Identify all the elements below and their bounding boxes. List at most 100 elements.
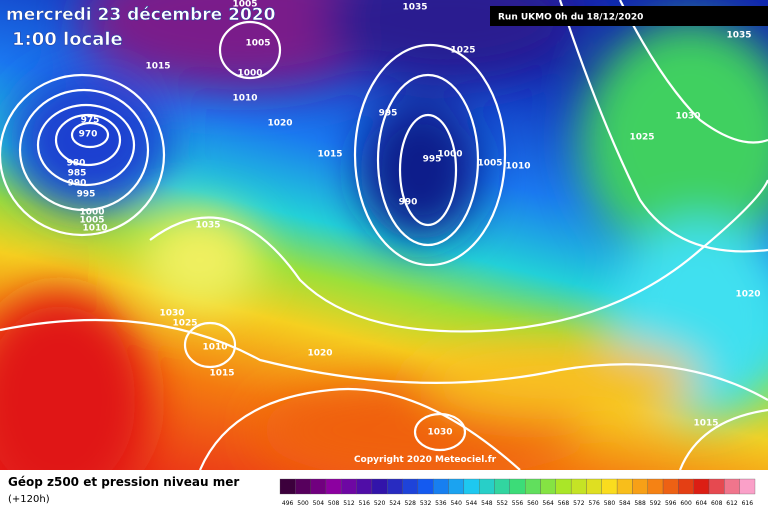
scale-label: 596 [665,500,677,507]
scale-swatch [448,478,465,495]
scale-label: 612 [726,500,738,507]
isobar-label: 1015 [209,369,234,379]
scale-label: 528 [405,500,417,507]
isobar-label: 995 [77,190,96,200]
scale-label: 564 [542,500,554,507]
scale-swatch [540,478,556,495]
scale-swatch [509,478,526,495]
isobar-label: 1020 [267,119,292,129]
scale-label: 508 [328,500,340,507]
scale-swatch [433,478,449,495]
scale-label: 520 [374,500,386,507]
scale-swatch [371,478,388,495]
isobar-label: 1005 [245,39,270,49]
isobar-label: 1005 [79,216,104,226]
isobar-label: 1010 [202,343,227,353]
scale-swatch [525,478,541,495]
scale-label: 544 [466,500,478,507]
scale-swatch [295,478,311,495]
scale-label: 500 [297,500,309,507]
isobar-label: 1005 [477,159,502,169]
isobar-labels: 1005 103510051000101510109759709809859909… [67,0,761,438]
isobar-label: 1020 [307,349,332,359]
run-box [490,6,768,26]
scale-label: 576 [588,500,600,507]
scale-label: 580 [604,500,616,507]
isobar-label: 1025 [172,319,197,329]
isobar-label: 995 [379,109,398,119]
scale-swatch [356,478,373,495]
isobar-label: 1015 [693,419,718,429]
scale-label: 572 [573,500,585,507]
isobar-label: 995 [423,155,442,165]
isobar-label: 1030 [159,309,184,319]
scale-swatch [479,478,495,495]
scale-swatch [616,478,633,495]
scale-swatch [325,478,342,495]
isobar-label: 970 [79,130,98,140]
isobar-label: 1010 [232,94,257,104]
scale-swatch [387,478,403,495]
isobar-label: 1015 [145,62,170,72]
scale-swatch [586,478,602,495]
map-title: mercredi 23 décembre 2020 [6,5,276,25]
isobar-label: 1025 [629,133,654,143]
scale-swatch [724,478,740,495]
scale-swatch [341,478,357,495]
scale-swatch [662,478,679,495]
local-time: 1:00 locale [12,29,123,50]
run-info: Run UKMO 0h du 18/12/2020 [498,13,643,23]
scale-label: 512 [343,500,355,507]
isobar-label: 1030 [675,112,700,122]
scale-label: 560 [527,500,539,507]
scale-swatch [402,478,419,495]
scale-swatch [494,478,510,495]
scale-swatch [739,478,756,495]
scale-swatch [678,478,694,495]
scale-swatch [555,478,572,495]
copyright: Copyright 2020 Meteociel.fr [354,455,497,465]
isobar-label: 1010 [505,162,530,172]
scale-label: 548 [481,500,493,507]
isobar-label: 1035 [726,31,751,41]
isobar-label: 1020 [735,290,760,300]
scale-swatch [632,478,648,495]
scale-swatch [708,478,725,495]
scale-swatch [601,478,618,495]
scale-swatch [279,478,296,495]
isobar-label: 975 [81,116,100,126]
scale-label: 536 [435,500,447,507]
scale-label: 568 [558,500,570,507]
scale-label: 588 [634,500,646,507]
isobar-label: 1035 [195,221,220,231]
isobars [0,0,768,470]
scale-label: 584 [619,500,631,507]
scale-label: 616 [742,500,754,507]
scale-swatch [647,478,664,495]
scale-swatch [310,478,327,495]
scale-label: 504 [313,500,325,507]
scale-label: 556 [512,500,524,507]
isobar-label: 990 [399,198,418,208]
scale-label: 524 [389,500,401,507]
scale-label: 604 [696,500,708,507]
scale-label: 552 [496,500,508,507]
isobar-label: 1030 [427,428,452,438]
lead-time: (+120h) [8,494,50,505]
isobar-label: 985 [68,169,87,179]
isobar-label: 1010 [82,224,107,234]
scale-swatch [463,478,480,495]
scale-label: 540 [450,500,462,507]
isobar-label: 1025 [450,46,475,56]
isobar-label: 1015 [317,150,342,160]
isobar-label: 1000 [437,150,462,160]
isobar-label: 1000 [237,69,262,79]
isobar-label: 990 [68,179,87,189]
isobar-label: 1000 [79,208,104,218]
color-scale: 496 500 504 508 512 516 520 524 528 532 536 540 544 5… [279,478,756,507]
scale-label: 516 [359,500,371,507]
scale-label: 496 [282,500,294,507]
scale-swatch [693,478,710,495]
